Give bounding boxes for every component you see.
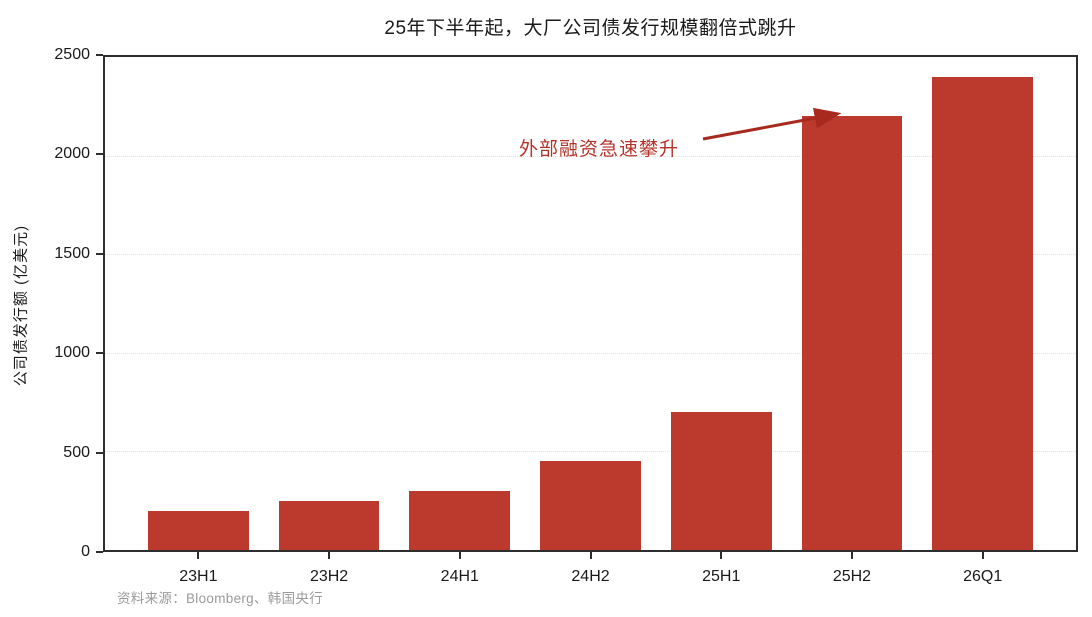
y-axis-tick: [96, 352, 103, 355]
y-axis-tick: [96, 451, 103, 454]
bar-23h1: [148, 510, 249, 550]
x-axis-tick: [589, 552, 592, 559]
y-axis-tick-label: 2000: [54, 145, 90, 163]
y-axis-tick-label: 500: [63, 443, 90, 461]
bar-26q1: [932, 76, 1033, 550]
bars-row: 23H1 23H2 24H1 24H2 25H1 25H2 26Q1: [133, 57, 1048, 585]
x-axis-tick-label: 25H2: [832, 568, 872, 585]
x-axis-tick-label: 25H1: [702, 568, 741, 585]
bar-slot-23h2: 23H2: [264, 57, 395, 585]
x-axis-tick-label: 23H2: [309, 568, 349, 585]
bar-slot-25h2: 25H2: [787, 57, 918, 585]
bar-25h2: [801, 116, 903, 550]
bar-24h1: [409, 490, 511, 550]
x-axis-tick: [720, 552, 723, 559]
bar-24h2: [540, 461, 641, 550]
plot-area: 23H1 23H2 24H1 24H2 25H1 25H2 26Q1: [103, 55, 1078, 585]
x-axis-tick: [981, 552, 984, 559]
x-axis-tick: [197, 552, 200, 559]
bar-slot-24h2: 24H2: [525, 57, 656, 585]
source-note: 资料来源：Bloomberg、韩国央行: [117, 591, 323, 606]
y-axis-tick-label: 1000: [54, 344, 90, 362]
chart-title: 25年下半年起，大厂公司债发行规模翻倍式跳升: [384, 18, 797, 39]
bar-slot-24h1: 24H1: [394, 57, 525, 585]
y-axis-tick: [96, 54, 103, 56]
y-axis-tick-label: 2500: [54, 46, 90, 63]
gridline: [105, 254, 1076, 256]
x-axis-tick: [328, 552, 331, 559]
y-axis-title: 公司债发行额 (亿美元): [12, 224, 30, 387]
x-axis-tick-label: 24H1: [440, 568, 479, 585]
gridline: [105, 155, 1076, 157]
bar-23h2: [278, 500, 380, 550]
y-axis-tick: [96, 551, 103, 553]
bar-slot-26q1: 26Q1: [917, 57, 1048, 585]
y-axis-tick-label: 0: [81, 543, 90, 560]
x-axis-tick: [850, 552, 853, 559]
y-axis-tick-label: 1500: [54, 244, 90, 262]
annotation-label: 外部融资急速攀升: [519, 139, 680, 160]
x-axis-tick: [458, 552, 461, 559]
bar-slot-23h1: 23H1: [133, 57, 264, 585]
bar-25h1: [670, 411, 772, 550]
y-axis-tick: [96, 252, 103, 255]
bar-slot-25h1: 25H1: [656, 57, 787, 585]
x-axis-tick-label: 24H2: [571, 568, 610, 585]
gridline: [105, 451, 1076, 453]
x-axis-tick-label: 26Q1: [963, 568, 1003, 585]
gridline: [105, 352, 1076, 354]
y-axis-tick: [96, 153, 103, 156]
x-axis-tick-label: 23H1: [179, 568, 218, 585]
